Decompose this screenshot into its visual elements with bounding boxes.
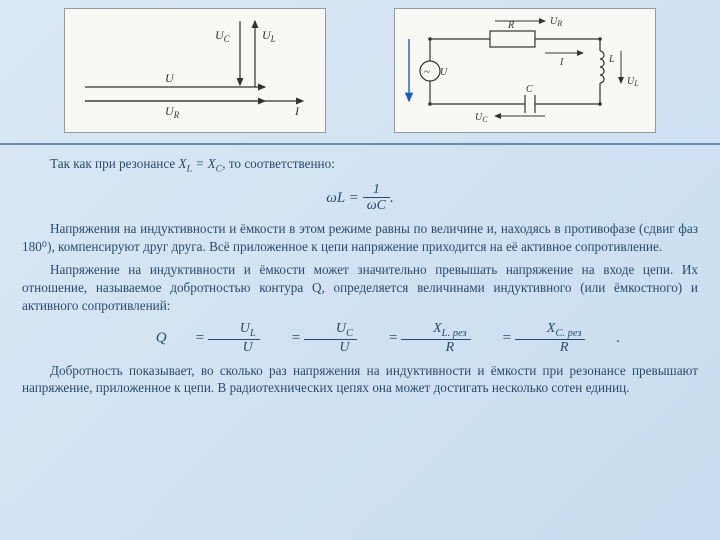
svg-text:UL: UL [262,28,276,44]
formula-q: Q = UL U = UC U = XL. рез R = [22,321,698,356]
slide: UC UL U UR I [0,0,720,540]
i-label: I [294,104,300,118]
paragraph-4: Добротность показывает, во сколько раз н… [22,362,698,398]
svg-text:U: U [440,67,448,78]
formula-omega: ωL = 1 ωC . [22,182,698,214]
svg-text:R: R [507,20,514,31]
paragraph-3: Напряжение на индуктивности и ёмкости мо… [22,261,698,314]
svg-text:I: I [559,57,564,68]
phasor-diagram: UC UL U UR I [64,8,326,133]
horizontal-rule [0,143,720,145]
svg-text:UR: UR [165,104,180,120]
paragraph-2: Напряжения на индуктивности и ёмкости в … [22,220,698,256]
svg-text:L: L [608,54,615,65]
paragraph-1: Так как при резонансе XL = XC, то соотве… [22,155,698,176]
svg-text:UL: UL [627,76,639,88]
svg-text:~: ~ [424,66,430,78]
svg-text:UC: UC [215,28,231,44]
svg-text:UC: UC [475,112,488,124]
diagram-row: UC UL U UR I [0,0,720,139]
svg-text:UR: UR [550,16,562,28]
u-label: U [165,71,175,85]
body-text: Так как при резонансе XL = XC, то соотве… [0,155,720,397]
svg-text:C: C [526,84,533,95]
circuit-diagram: ~ UR I UL UC R L C [394,8,656,133]
